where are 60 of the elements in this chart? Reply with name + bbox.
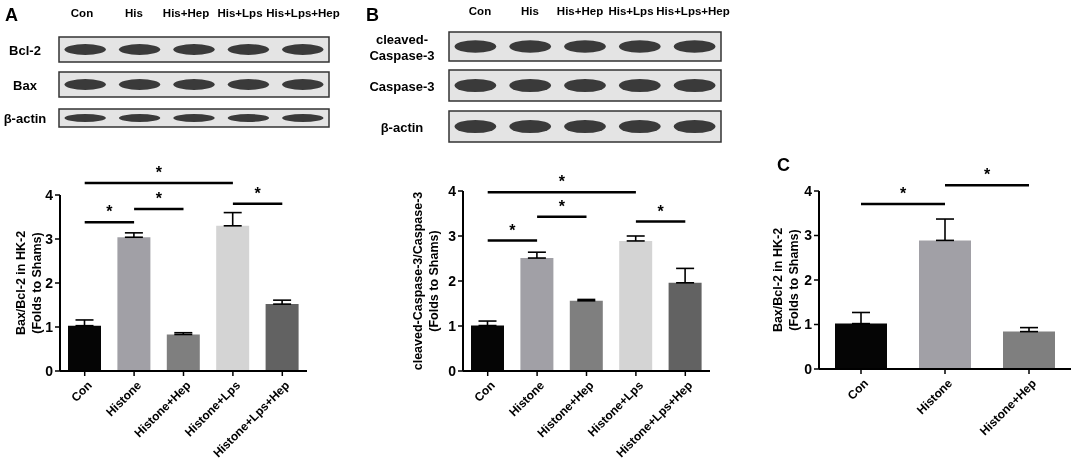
y-tick-label: 1 — [448, 317, 457, 334]
annotation: * — [509, 221, 517, 239]
category-label: cleaved-Caspase-3 — [369, 31, 435, 63]
y-tick-label: 0 — [45, 362, 54, 379]
bar — [1003, 331, 1055, 369]
category-label: His — [521, 5, 539, 17]
y-tick-label: 0 — [448, 362, 457, 379]
y-axis-title: cleaved-Caspase-3/Caspase-3 (Folds to Shams) — [411, 191, 442, 371]
bar — [569, 300, 603, 371]
category-label: Bcl-2 — [9, 42, 41, 58]
annotation: * — [155, 190, 163, 208]
y-tick-label: 4 — [804, 182, 813, 199]
category-label: Con — [468, 5, 492, 17]
y-tick-label: 1 — [804, 316, 813, 333]
annotation: * — [558, 197, 566, 215]
category-label: Bax — [13, 77, 37, 93]
bar — [166, 334, 200, 371]
y-tick-label: 1 — [45, 318, 54, 335]
bar — [619, 240, 653, 371]
category-label: His+Lps+Hep — [656, 5, 730, 17]
y-tick-label: 3 — [45, 230, 54, 247]
y-tick-label: 2 — [448, 272, 457, 289]
text: B — [366, 5, 379, 25]
annotation: * — [254, 184, 262, 202]
bar — [919, 240, 971, 369]
category-label: His+Hep — [556, 5, 604, 17]
category-label: His+Lps — [608, 5, 654, 17]
y-tick-label: 0 — [804, 360, 813, 377]
text: * — [558, 173, 566, 191]
text: A — [5, 5, 18, 25]
x-tick-label: Con — [68, 378, 95, 405]
y-tick-label: 2 — [45, 274, 54, 291]
text: * — [983, 166, 991, 184]
category-label: Caspase-3 — [369, 78, 435, 94]
y-tick-label: 4 — [448, 182, 457, 199]
y-tick-label: 3 — [804, 227, 813, 244]
bar — [265, 304, 299, 371]
category-label: Con — [70, 7, 94, 19]
annotation: * — [106, 203, 114, 221]
category-label: β-actin — [380, 119, 424, 135]
category-label: His+Lps+Hep — [266, 7, 340, 19]
annotation: * — [899, 184, 907, 202]
text: * — [155, 164, 163, 182]
chart-title: C — [777, 155, 790, 175]
bar — [668, 282, 702, 371]
y-tick-label: 3 — [448, 227, 457, 244]
y-axis-title: Bax/Bcl-2 in HK-2 (Folds to Shams) — [14, 230, 45, 336]
bar — [520, 258, 554, 371]
bar — [117, 237, 151, 371]
annotation: * — [657, 202, 665, 220]
category-label: His+Lps — [217, 7, 263, 19]
category-label: His — [125, 7, 143, 19]
category-label: His+Hep — [162, 7, 210, 19]
bar — [216, 225, 250, 371]
x-tick-label: Con — [844, 376, 872, 403]
y-axis-title: Bax/Bcl-2 in HK-2 (Folds to Shams) — [771, 227, 802, 333]
x-tick-label: Con — [471, 378, 498, 405]
y-tick-label: 2 — [804, 271, 813, 288]
category-label: β-actin — [3, 111, 47, 126]
y-tick-label: 4 — [45, 186, 54, 203]
